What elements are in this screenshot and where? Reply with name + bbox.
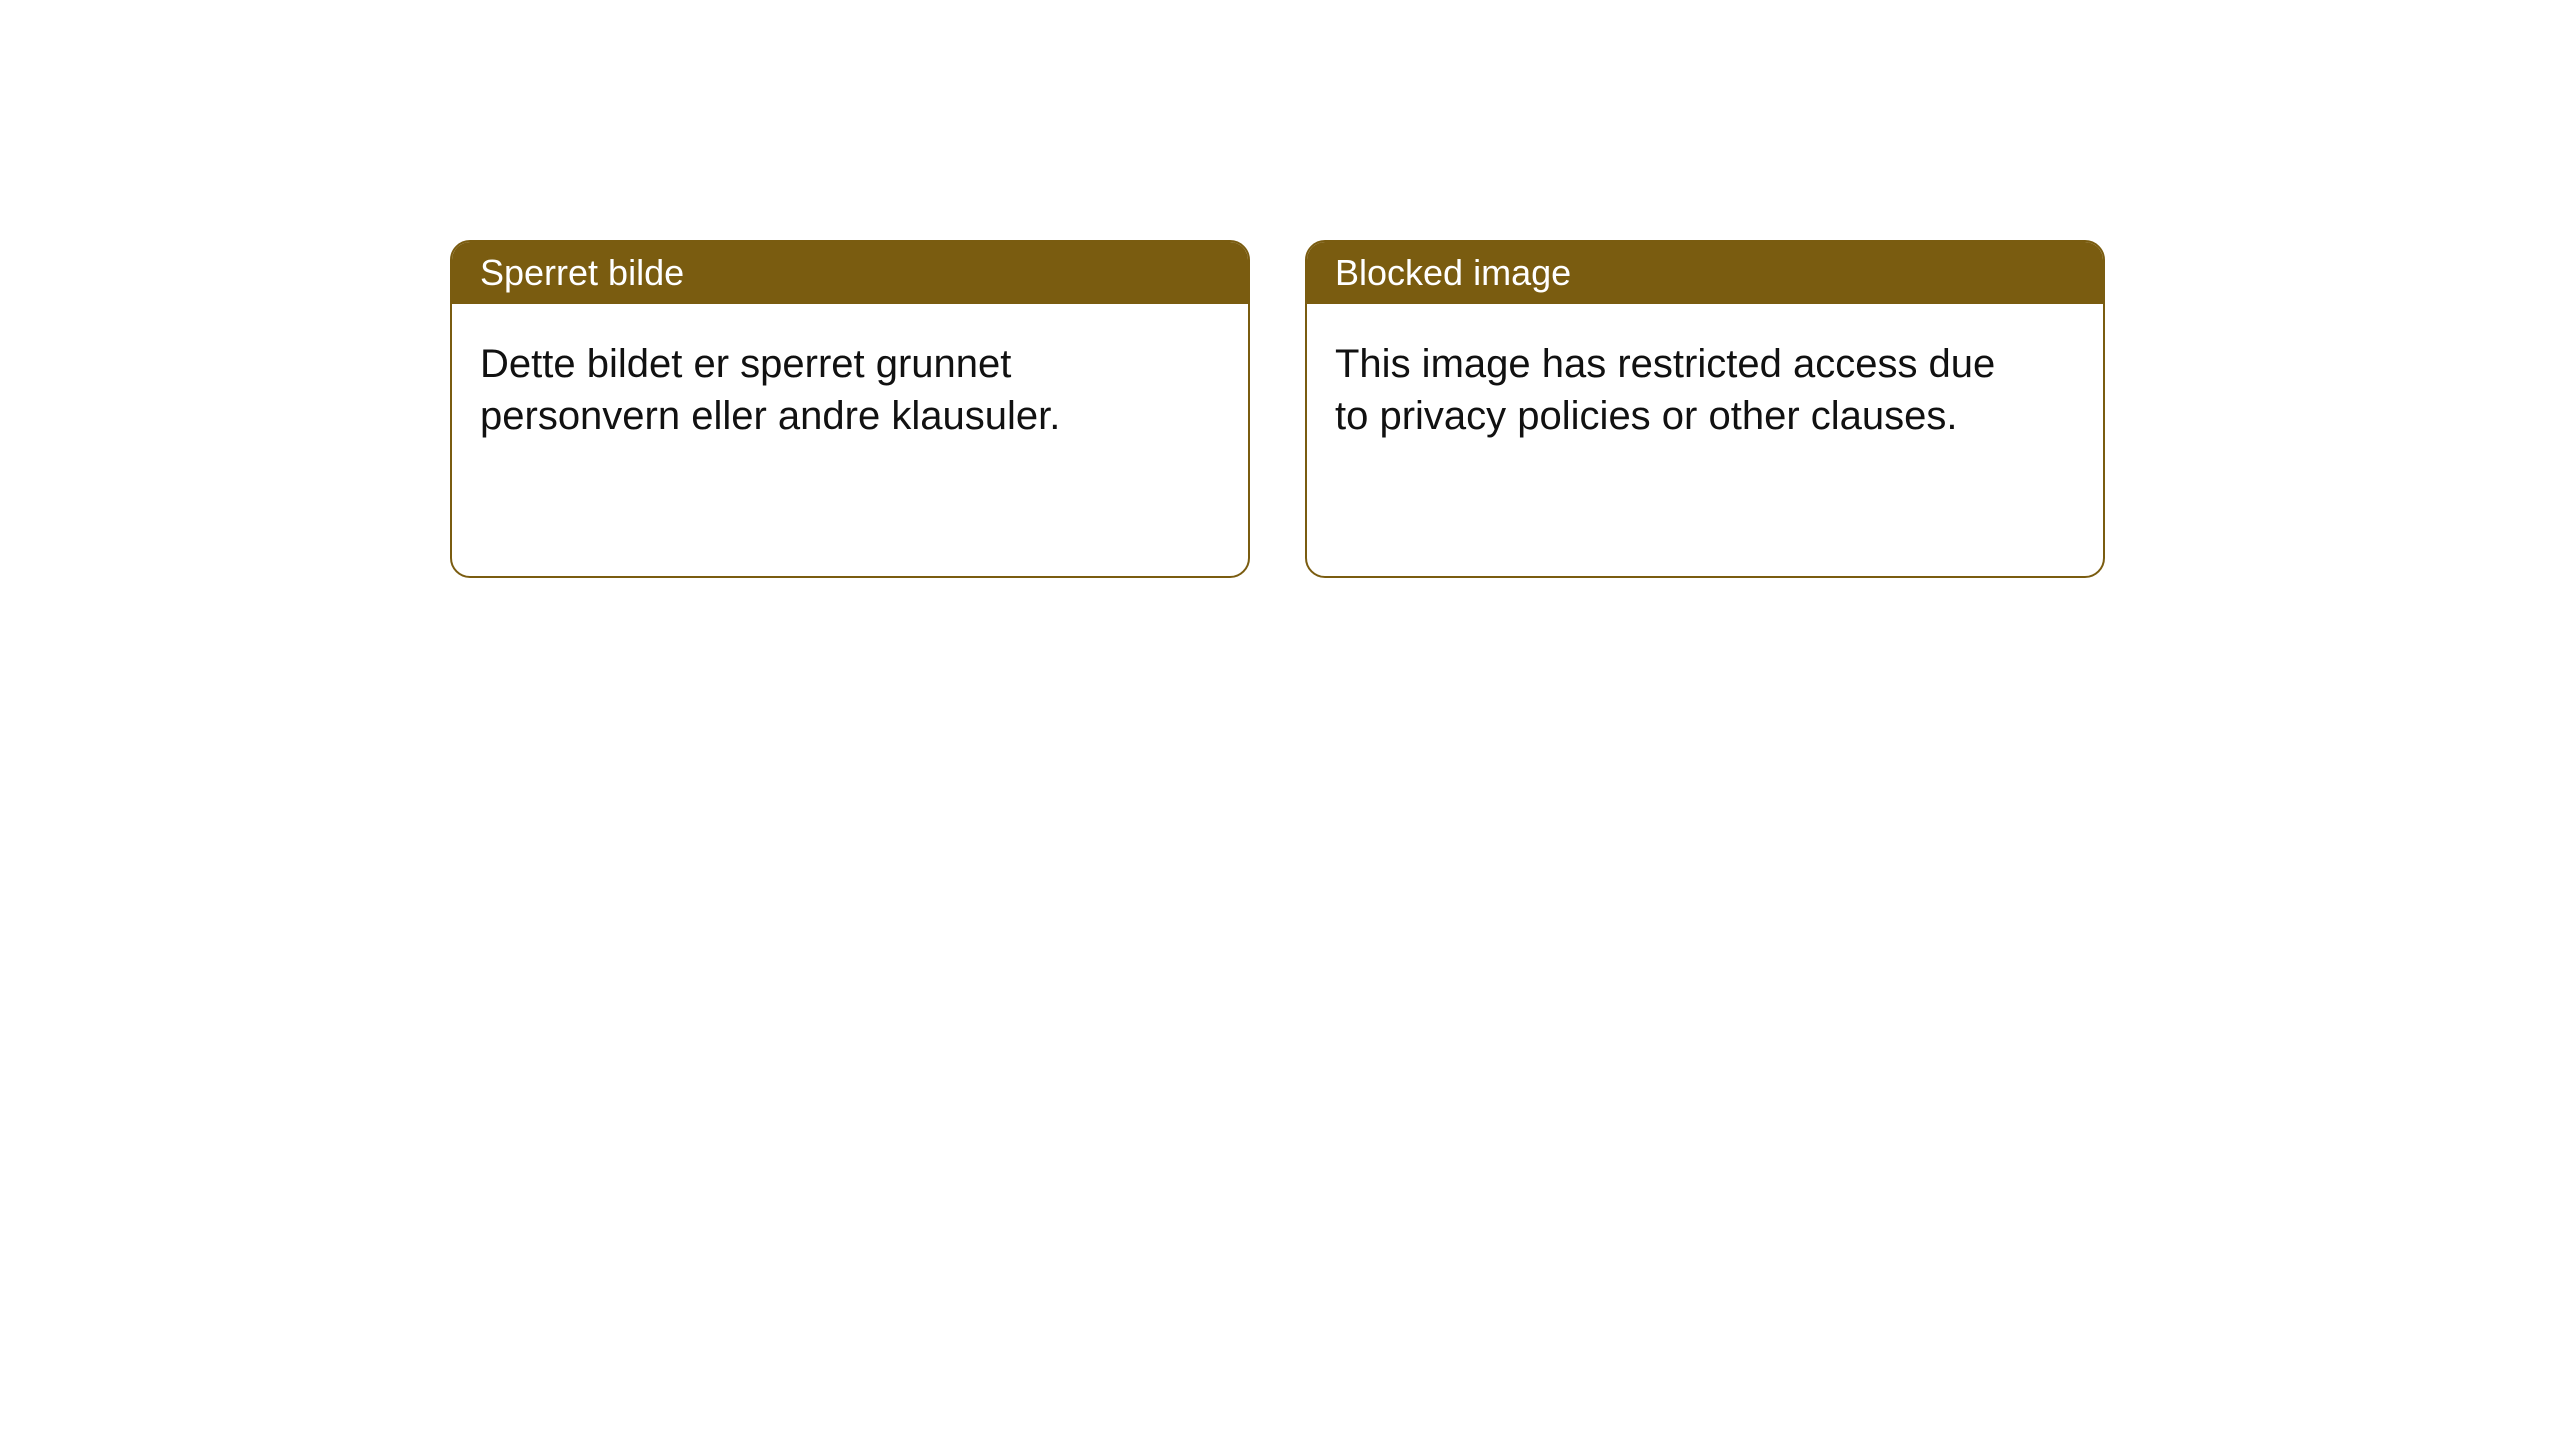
notice-box-english: Blocked image This image has restricted … xyxy=(1305,240,2105,578)
notice-text-norwegian: Dette bildet er sperret grunnet personve… xyxy=(480,342,1060,438)
notice-container: Sperret bilde Dette bildet er sperret gr… xyxy=(450,240,2105,578)
notice-title-english: Blocked image xyxy=(1335,252,1571,293)
notice-header-norwegian: Sperret bilde xyxy=(452,242,1248,304)
notice-box-norwegian: Sperret bilde Dette bildet er sperret gr… xyxy=(450,240,1250,578)
notice-body-english: This image has restricted access due to … xyxy=(1307,304,2047,476)
notice-title-norwegian: Sperret bilde xyxy=(480,252,684,293)
notice-body-norwegian: Dette bildet er sperret grunnet personve… xyxy=(452,304,1192,476)
notice-header-english: Blocked image xyxy=(1307,242,2103,304)
notice-text-english: This image has restricted access due to … xyxy=(1335,342,1995,438)
